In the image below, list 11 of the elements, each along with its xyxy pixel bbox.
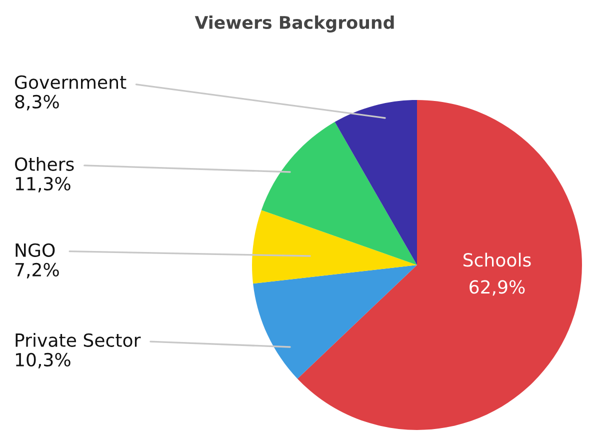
chart-title: Viewers Background: [194, 16, 394, 32]
slice-label: NGO: [16, 243, 55, 257]
slice-label: Government: [15, 75, 126, 89]
data-label: 62,9%: [470, 280, 525, 296]
slice-label: Private Sector: [16, 333, 141, 347]
slice-label: Others: [15, 157, 74, 171]
data-label: 11,3%: [16, 176, 70, 192]
data-label: 8,3%: [15, 94, 59, 110]
data-label: 7,2%: [15, 262, 59, 278]
slice-label: Schools: [464, 252, 531, 267]
data-label: 10,3%: [16, 352, 70, 368]
